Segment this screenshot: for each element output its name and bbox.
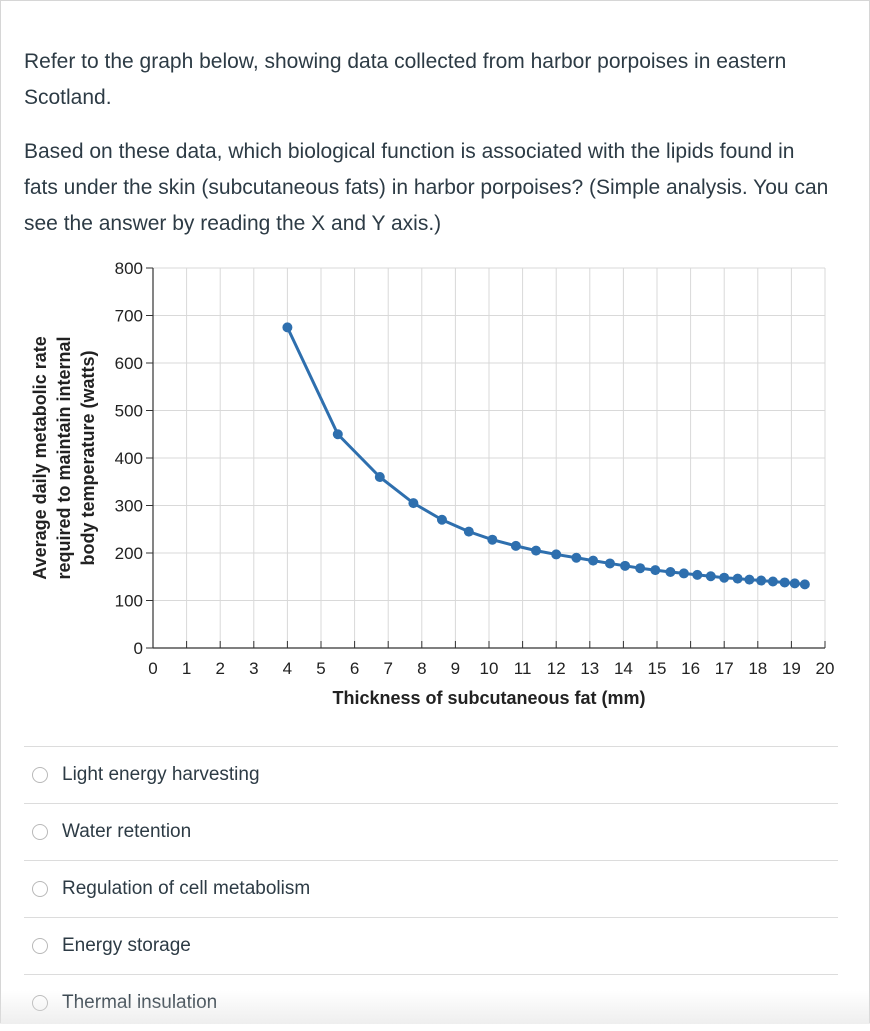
x-tick-label: 14 (614, 659, 633, 678)
grid-lines (153, 267, 826, 648)
question-intro-text: Refer to the graph below, showing data c… (24, 50, 787, 109)
x-tick-label: 6 (350, 659, 359, 678)
x-tick-label: 4 (283, 659, 292, 678)
y-tick-label: 700 (115, 307, 143, 326)
data-point (571, 552, 582, 563)
data-point (705, 571, 716, 582)
x-tick-label: 17 (715, 659, 734, 678)
radio-button[interactable] (32, 938, 48, 954)
data-point (408, 498, 419, 509)
data-point (531, 545, 542, 556)
x-tick-label: 15 (648, 659, 667, 678)
data-point (732, 573, 743, 584)
x-tick-label: 1 (182, 659, 191, 678)
answer-list: Light energy harvesting Water retention … (24, 746, 838, 1031)
x-tick-label: 12 (547, 659, 566, 678)
x-axis-title: Thickness of subcutaneous fat (mm) (332, 688, 645, 708)
data-point (678, 568, 689, 579)
y-tick-label: 100 (115, 592, 143, 611)
x-tick-label: 18 (748, 659, 767, 678)
x-tick-label: 13 (580, 659, 599, 678)
y-axis-title-line-3: body temperature (watts) (78, 350, 98, 565)
x-tick-label: 19 (782, 659, 801, 678)
x-tick-label: 10 (480, 659, 499, 678)
x-tick-label: 20 (816, 659, 835, 678)
y-axis-title-line-2: required to maintain internal (54, 336, 74, 579)
y-tick-label: 500 (115, 402, 143, 421)
answer-label: Energy storage (62, 935, 191, 956)
question-prompt-text: Based on these data, which biological fu… (24, 140, 829, 235)
data-point (487, 534, 498, 545)
y-axis-title: Average daily metabolic rate required to… (30, 336, 98, 579)
y-tick-label: 0 (134, 639, 143, 658)
x-tick-label: 11 (514, 659, 532, 678)
data-point (789, 578, 800, 589)
x-tick-label: 16 (681, 659, 700, 678)
y-tick-label: 200 (115, 544, 143, 563)
y-tick-label: 600 (115, 354, 143, 373)
data-series (282, 322, 810, 590)
answer-option-light-energy[interactable]: Light energy harvesting (24, 746, 838, 803)
data-point (436, 514, 447, 525)
data-point (744, 574, 755, 585)
y-tick-label: 300 (115, 497, 143, 516)
data-point (799, 579, 810, 590)
radio-button[interactable] (32, 995, 48, 1011)
x-tick-label: 5 (316, 659, 325, 678)
data-point (719, 572, 730, 583)
data-point (650, 565, 661, 576)
data-point (756, 575, 767, 586)
series-line (286, 326, 805, 586)
x-tick-label: 0 (148, 659, 157, 678)
answer-label: Light energy harvesting (62, 764, 260, 785)
y-axis-ticks: 0 100 200 300 400 500 600 700 800 (115, 259, 153, 658)
data-point (620, 560, 631, 571)
data-point (282, 322, 293, 333)
radio-button[interactable] (32, 881, 48, 897)
y-tick-label: 800 (115, 259, 143, 278)
data-point (332, 429, 343, 440)
answer-option-cell-metabolism[interactable]: Regulation of cell metabolism (24, 860, 838, 917)
data-point (374, 472, 385, 482)
answer-option-energy-storage[interactable]: Energy storage (24, 917, 838, 974)
data-point (692, 569, 703, 580)
data-point (604, 558, 615, 569)
answer-label: Regulation of cell metabolism (62, 878, 311, 899)
y-tick-label: 400 (115, 449, 143, 468)
y-axis-title-line-1: Average daily metabolic rate (30, 336, 50, 579)
x-tick-label: 2 (215, 659, 224, 678)
answer-option-thermal-insulation[interactable]: Thermal insulation (24, 974, 838, 1031)
data-point (551, 549, 562, 560)
data-point (510, 540, 521, 551)
x-axis-ticks: 0 1 2 3 4 5 6 7 8 9 10 11 12 13 14 15 16 17 18 19 20 (148, 641, 834, 678)
data-point (588, 555, 599, 566)
x-tick-label: 3 (249, 659, 258, 678)
data-point (665, 567, 676, 577)
answer-label: Thermal insulation (62, 992, 218, 1013)
radio-button[interactable] (32, 824, 48, 840)
answer-option-water-retention[interactable]: Water retention (24, 803, 838, 860)
x-tick-label: 9 (451, 659, 460, 678)
radio-button[interactable] (32, 767, 48, 783)
answer-label: Water retention (62, 821, 192, 842)
data-point (779, 577, 790, 588)
data-point (635, 563, 646, 574)
x-tick-label: 8 (417, 659, 426, 678)
data-point (463, 526, 474, 537)
x-tick-label: 7 (383, 659, 392, 678)
data-point (767, 576, 778, 587)
